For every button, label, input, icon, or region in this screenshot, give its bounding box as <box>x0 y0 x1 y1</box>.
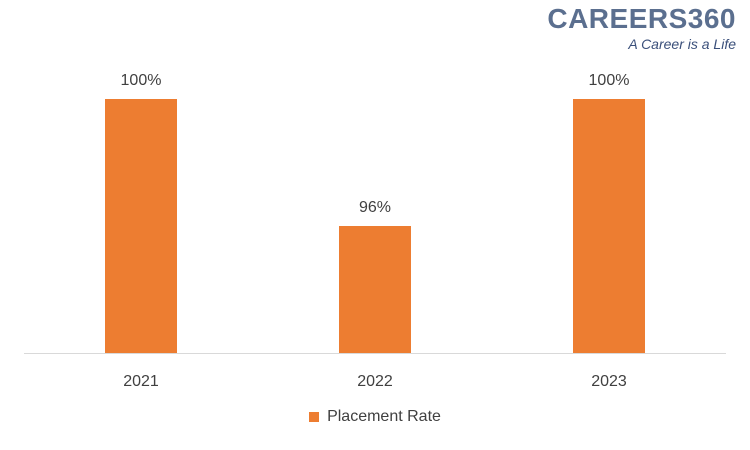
bar-2022 <box>339 226 411 353</box>
legend-swatch-placement-rate <box>309 412 320 422</box>
x-tick-label-2023: 2023 <box>591 373 627 390</box>
logo-tagline: A Career is a Life <box>628 36 736 52</box>
careers360-logo: CAREERS360 A Career is a Life <box>547 3 736 53</box>
data-label-2022: 96% <box>359 199 391 216</box>
placement-rate-chart: 100% 2021 96% 2022 100% 2023 <box>24 72 726 390</box>
chart-legend: Placement Rate <box>0 408 750 426</box>
data-label-2023: 100% <box>589 72 630 89</box>
x-tick-label-2022: 2022 <box>357 373 393 390</box>
bar-2023 <box>573 99 645 353</box>
x-tick-label-2021: 2021 <box>123 373 159 390</box>
legend-label-placement-rate: Placement Rate <box>327 408 441 425</box>
data-label-2021: 100% <box>121 72 162 89</box>
bar-2021 <box>105 99 177 353</box>
logo-wordmark: CAREERS360 <box>547 3 736 34</box>
